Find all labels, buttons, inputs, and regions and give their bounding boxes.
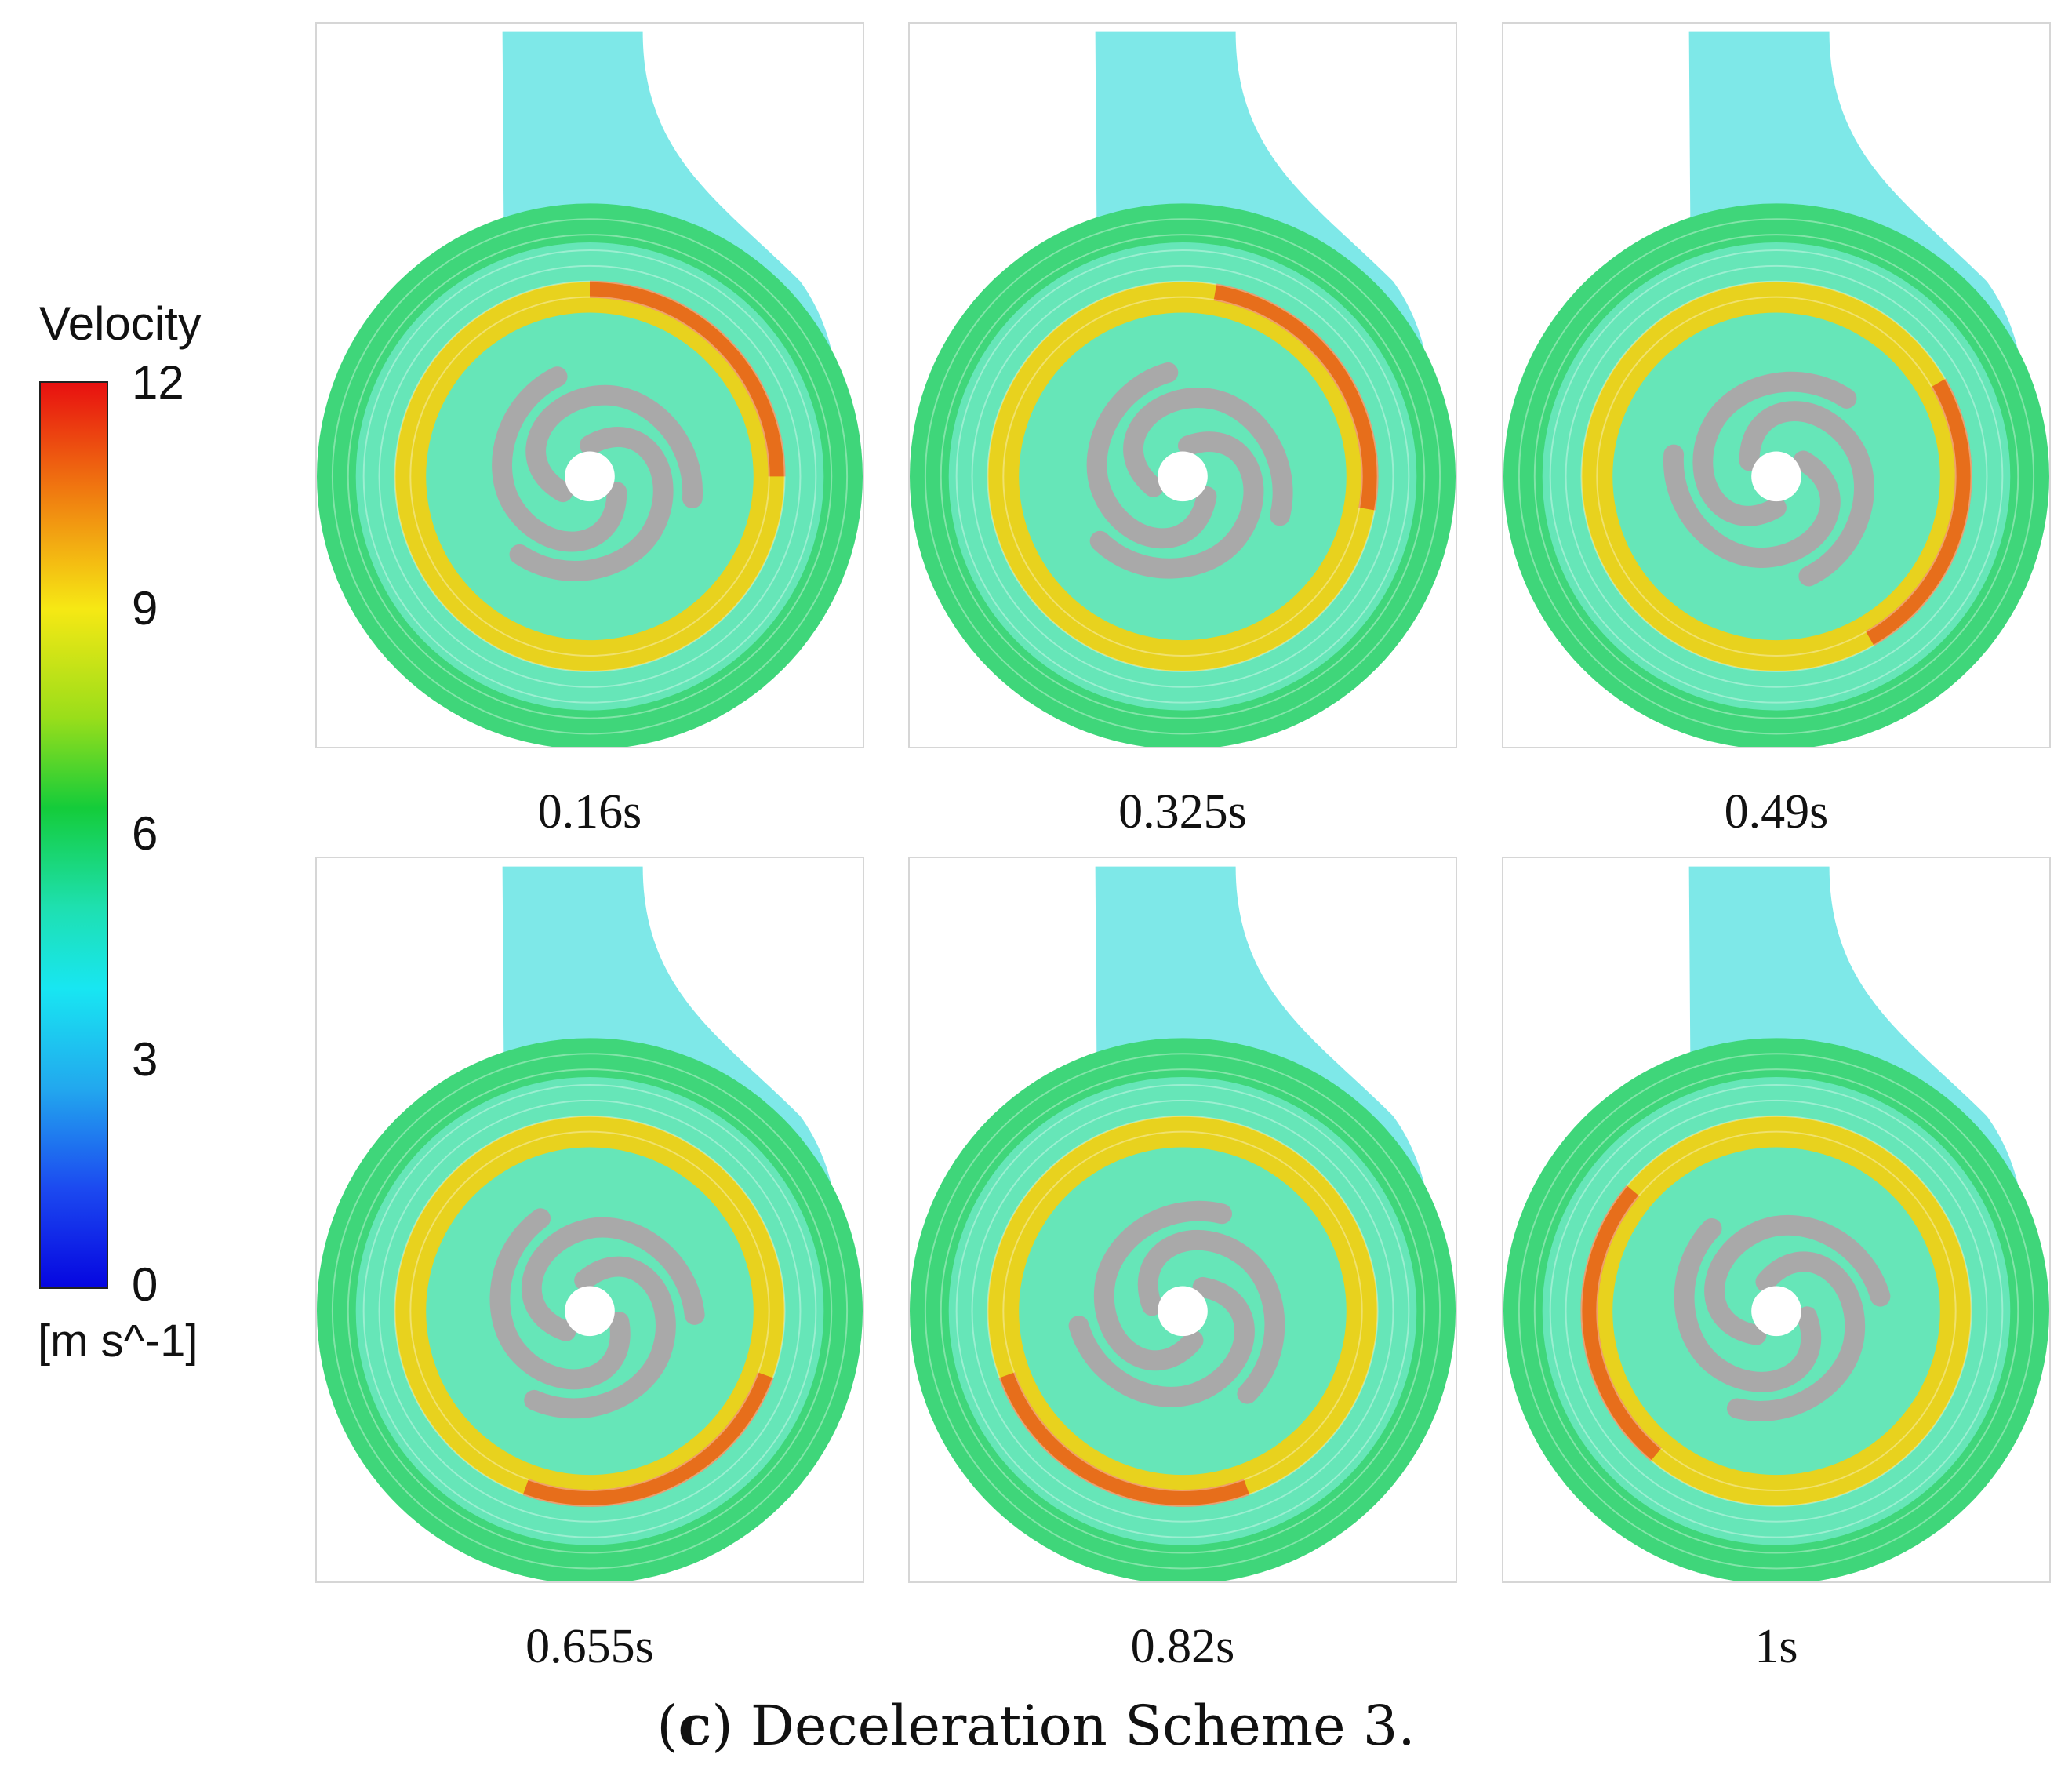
legend-tick-9: 9 — [132, 582, 158, 635]
streamline — [378, 264, 802, 688]
impeller-blade — [1093, 1200, 1233, 1371]
impeller-eye — [565, 1286, 615, 1337]
streamline — [1002, 296, 1363, 657]
time-label: 0.82s — [1130, 1620, 1235, 1673]
peak-velocity-arc — [998, 1200, 1285, 1507]
velocity-contour-plot — [910, 866, 1456, 1581]
impeller-blade — [489, 1208, 631, 1390]
velocity-contour-plot — [1503, 31, 2049, 747]
streamline — [940, 234, 1426, 719]
impeller-blade — [1089, 431, 1264, 579]
velocity-contour-plot — [317, 31, 863, 747]
flow-panel — [1502, 857, 2051, 1583]
figure-caption: (c) Deceleration Scheme 3. — [656, 1693, 1416, 1758]
flow-panel — [1502, 22, 2051, 748]
flow-panel — [908, 857, 1457, 1583]
impeller-blade — [509, 427, 674, 581]
streamline — [362, 1083, 817, 1538]
streamline — [1518, 1053, 2035, 1570]
legend-tick-0: 0 — [132, 1258, 158, 1311]
peak-velocity-arc — [1663, 371, 1972, 646]
streamline — [955, 249, 1410, 704]
caption-text: Deceleration Scheme 3. — [750, 1694, 1416, 1758]
streamline — [1549, 1083, 2004, 1538]
streamline — [987, 1115, 1379, 1507]
time-label: 0.325s — [1118, 785, 1247, 839]
legend-tick-3: 3 — [132, 1033, 158, 1086]
impeller-blade — [522, 1217, 705, 1341]
impeller-blade — [1674, 1218, 1822, 1392]
flow-panel — [908, 22, 1457, 748]
impeller-blade — [492, 366, 627, 552]
streamline — [987, 280, 1379, 672]
peak-velocity-arc — [1086, 283, 1379, 579]
streamline — [347, 1068, 833, 1554]
time-label: 0.49s — [1724, 785, 1829, 839]
streamline — [394, 1115, 786, 1507]
impeller-blade — [1739, 401, 1874, 587]
impeller-blade — [1068, 1276, 1255, 1407]
impeller-blade — [1137, 1230, 1285, 1404]
streamline — [1533, 1068, 2019, 1554]
streamline — [1565, 1099, 1988, 1523]
legend-tick-6: 6 — [132, 807, 158, 860]
legend-title: Velocity — [39, 297, 202, 350]
streamline — [1002, 1130, 1363, 1492]
streamline — [1549, 249, 2004, 704]
streamline — [1580, 1115, 1972, 1507]
impeller-eye — [1751, 451, 1801, 502]
streamline — [331, 218, 849, 735]
impeller-eye — [1158, 451, 1208, 502]
impeller-blade — [1704, 1215, 1891, 1345]
streamline — [971, 1099, 1394, 1523]
flow-panel — [315, 857, 864, 1583]
impeller-blade — [1692, 371, 1857, 526]
peak-velocity-arc — [1580, 1185, 1891, 1461]
streamline — [394, 280, 786, 672]
peak-velocity-arc — [489, 1208, 774, 1507]
streamline — [409, 296, 770, 657]
velocity-colorbar — [39, 381, 108, 1289]
streamline — [347, 234, 833, 719]
time-label: 0.16s — [537, 785, 642, 839]
peak-velocity-arc — [492, 280, 786, 581]
streamline — [362, 249, 817, 704]
streamline — [1565, 264, 1988, 688]
streamline — [409, 1130, 770, 1492]
flow-panel — [315, 22, 864, 748]
streamline — [1580, 280, 1972, 672]
streamline — [955, 1083, 1410, 1538]
impeller-eye — [1158, 1286, 1208, 1337]
velocity-contour-plot — [910, 31, 1456, 747]
streamline — [1596, 1130, 1957, 1492]
streamline — [924, 1053, 1441, 1570]
impeller-blade — [1726, 1251, 1866, 1421]
impeller-blade — [1086, 362, 1217, 549]
impeller-eye — [1751, 1286, 1801, 1337]
streamline — [331, 1053, 849, 1570]
legend-tick-12: 12 — [132, 356, 184, 409]
impeller-blade — [524, 1256, 676, 1419]
velocity-contour-plot — [1503, 866, 2049, 1581]
caption-label: c — [678, 1693, 712, 1758]
streamline — [940, 1068, 1426, 1554]
streamline — [971, 264, 1394, 688]
time-label: 0.655s — [525, 1620, 654, 1673]
impeller-blade — [1123, 388, 1293, 526]
streamline — [1533, 234, 2019, 719]
streamline — [924, 218, 1441, 735]
velocity-contour-plot — [317, 866, 863, 1581]
impeller-blade — [1663, 444, 1841, 568]
streamline — [1596, 296, 1957, 657]
impeller-eye — [565, 451, 615, 502]
impeller-blade — [525, 384, 703, 509]
streamline — [1518, 218, 2035, 735]
legend-unit: [m s^-1] — [38, 1316, 198, 1367]
streamline — [378, 1099, 802, 1523]
time-label: 1s — [1754, 1620, 1798, 1673]
